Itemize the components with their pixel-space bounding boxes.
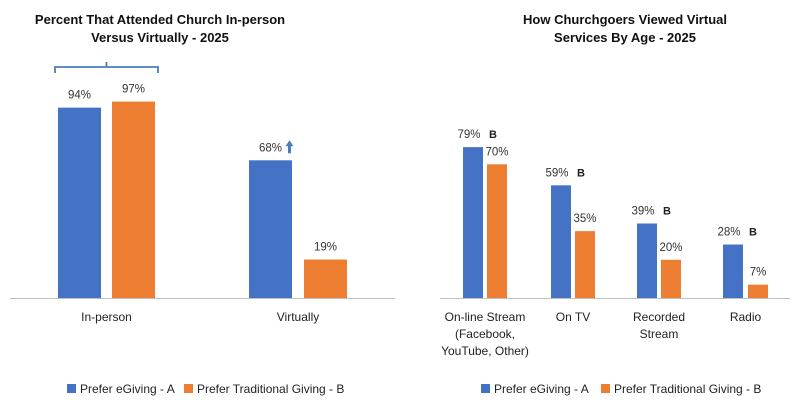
bar-a	[249, 160, 292, 298]
data-label: 19%	[314, 242, 337, 254]
data-label: 97%	[122, 84, 145, 96]
data-label: 7%	[750, 267, 767, 279]
data-label: 70%	[485, 146, 508, 158]
data-label: 39%	[631, 206, 654, 218]
bar-b	[661, 259, 681, 298]
chart-title: Services By Age - 2025	[554, 30, 696, 45]
significance-marker: B	[577, 167, 585, 179]
data-label: 20%	[659, 242, 682, 254]
significance-marker: B	[749, 227, 757, 239]
bar-b	[748, 284, 768, 298]
x-tick-label: (Facebook,	[455, 327, 515, 341]
x-tick-label: In-person	[81, 310, 132, 324]
up-arrow-icon	[285, 140, 294, 154]
x-tick-label: Stream	[640, 327, 679, 341]
bar-a	[551, 185, 571, 298]
bar-b	[112, 101, 155, 298]
data-label: 79%	[457, 129, 480, 141]
data-label: 35%	[573, 213, 596, 225]
significance-marker: B	[663, 206, 671, 218]
x-tick-label: YouTube, Other)	[441, 344, 529, 358]
legend-swatch-a	[67, 384, 76, 393]
legend-label: Prefer Traditional Giving - B	[614, 382, 761, 396]
significance-bracket	[54, 62, 159, 73]
legend-label: Prefer eGiving - A	[80, 382, 175, 396]
bar-b	[304, 259, 347, 298]
x-tick-label: On-line Stream	[445, 310, 526, 324]
data-label: 28%	[717, 227, 740, 239]
x-tick-label: Radio	[730, 310, 762, 324]
chart-title: Versus Virtually - 2025	[91, 30, 229, 45]
legend-label: Prefer eGiving - A	[494, 382, 589, 396]
bar-a	[463, 147, 483, 298]
significance-marker: B	[489, 129, 497, 141]
data-label: 59%	[545, 167, 568, 179]
bar-b	[575, 231, 595, 298]
legend-swatch-b	[184, 384, 193, 393]
x-tick-label: Virtually	[277, 310, 319, 324]
x-tick-label: On TV	[556, 310, 590, 324]
legend-swatch-b	[601, 384, 610, 393]
bar-a	[637, 223, 657, 298]
x-tick-label: Recorded	[633, 310, 685, 324]
bar-a	[723, 244, 743, 298]
chart-title: How Churchgoers Viewed Virtual	[523, 12, 727, 27]
bar-b	[487, 164, 507, 298]
legend-swatch-a	[481, 384, 490, 393]
chart-title: Percent That Attended Church In-person	[35, 12, 285, 27]
data-label: 68%	[259, 142, 282, 154]
bar-a	[58, 107, 101, 299]
data-label: 94%	[68, 90, 91, 102]
legend-label: Prefer Traditional Giving - B	[197, 382, 344, 396]
